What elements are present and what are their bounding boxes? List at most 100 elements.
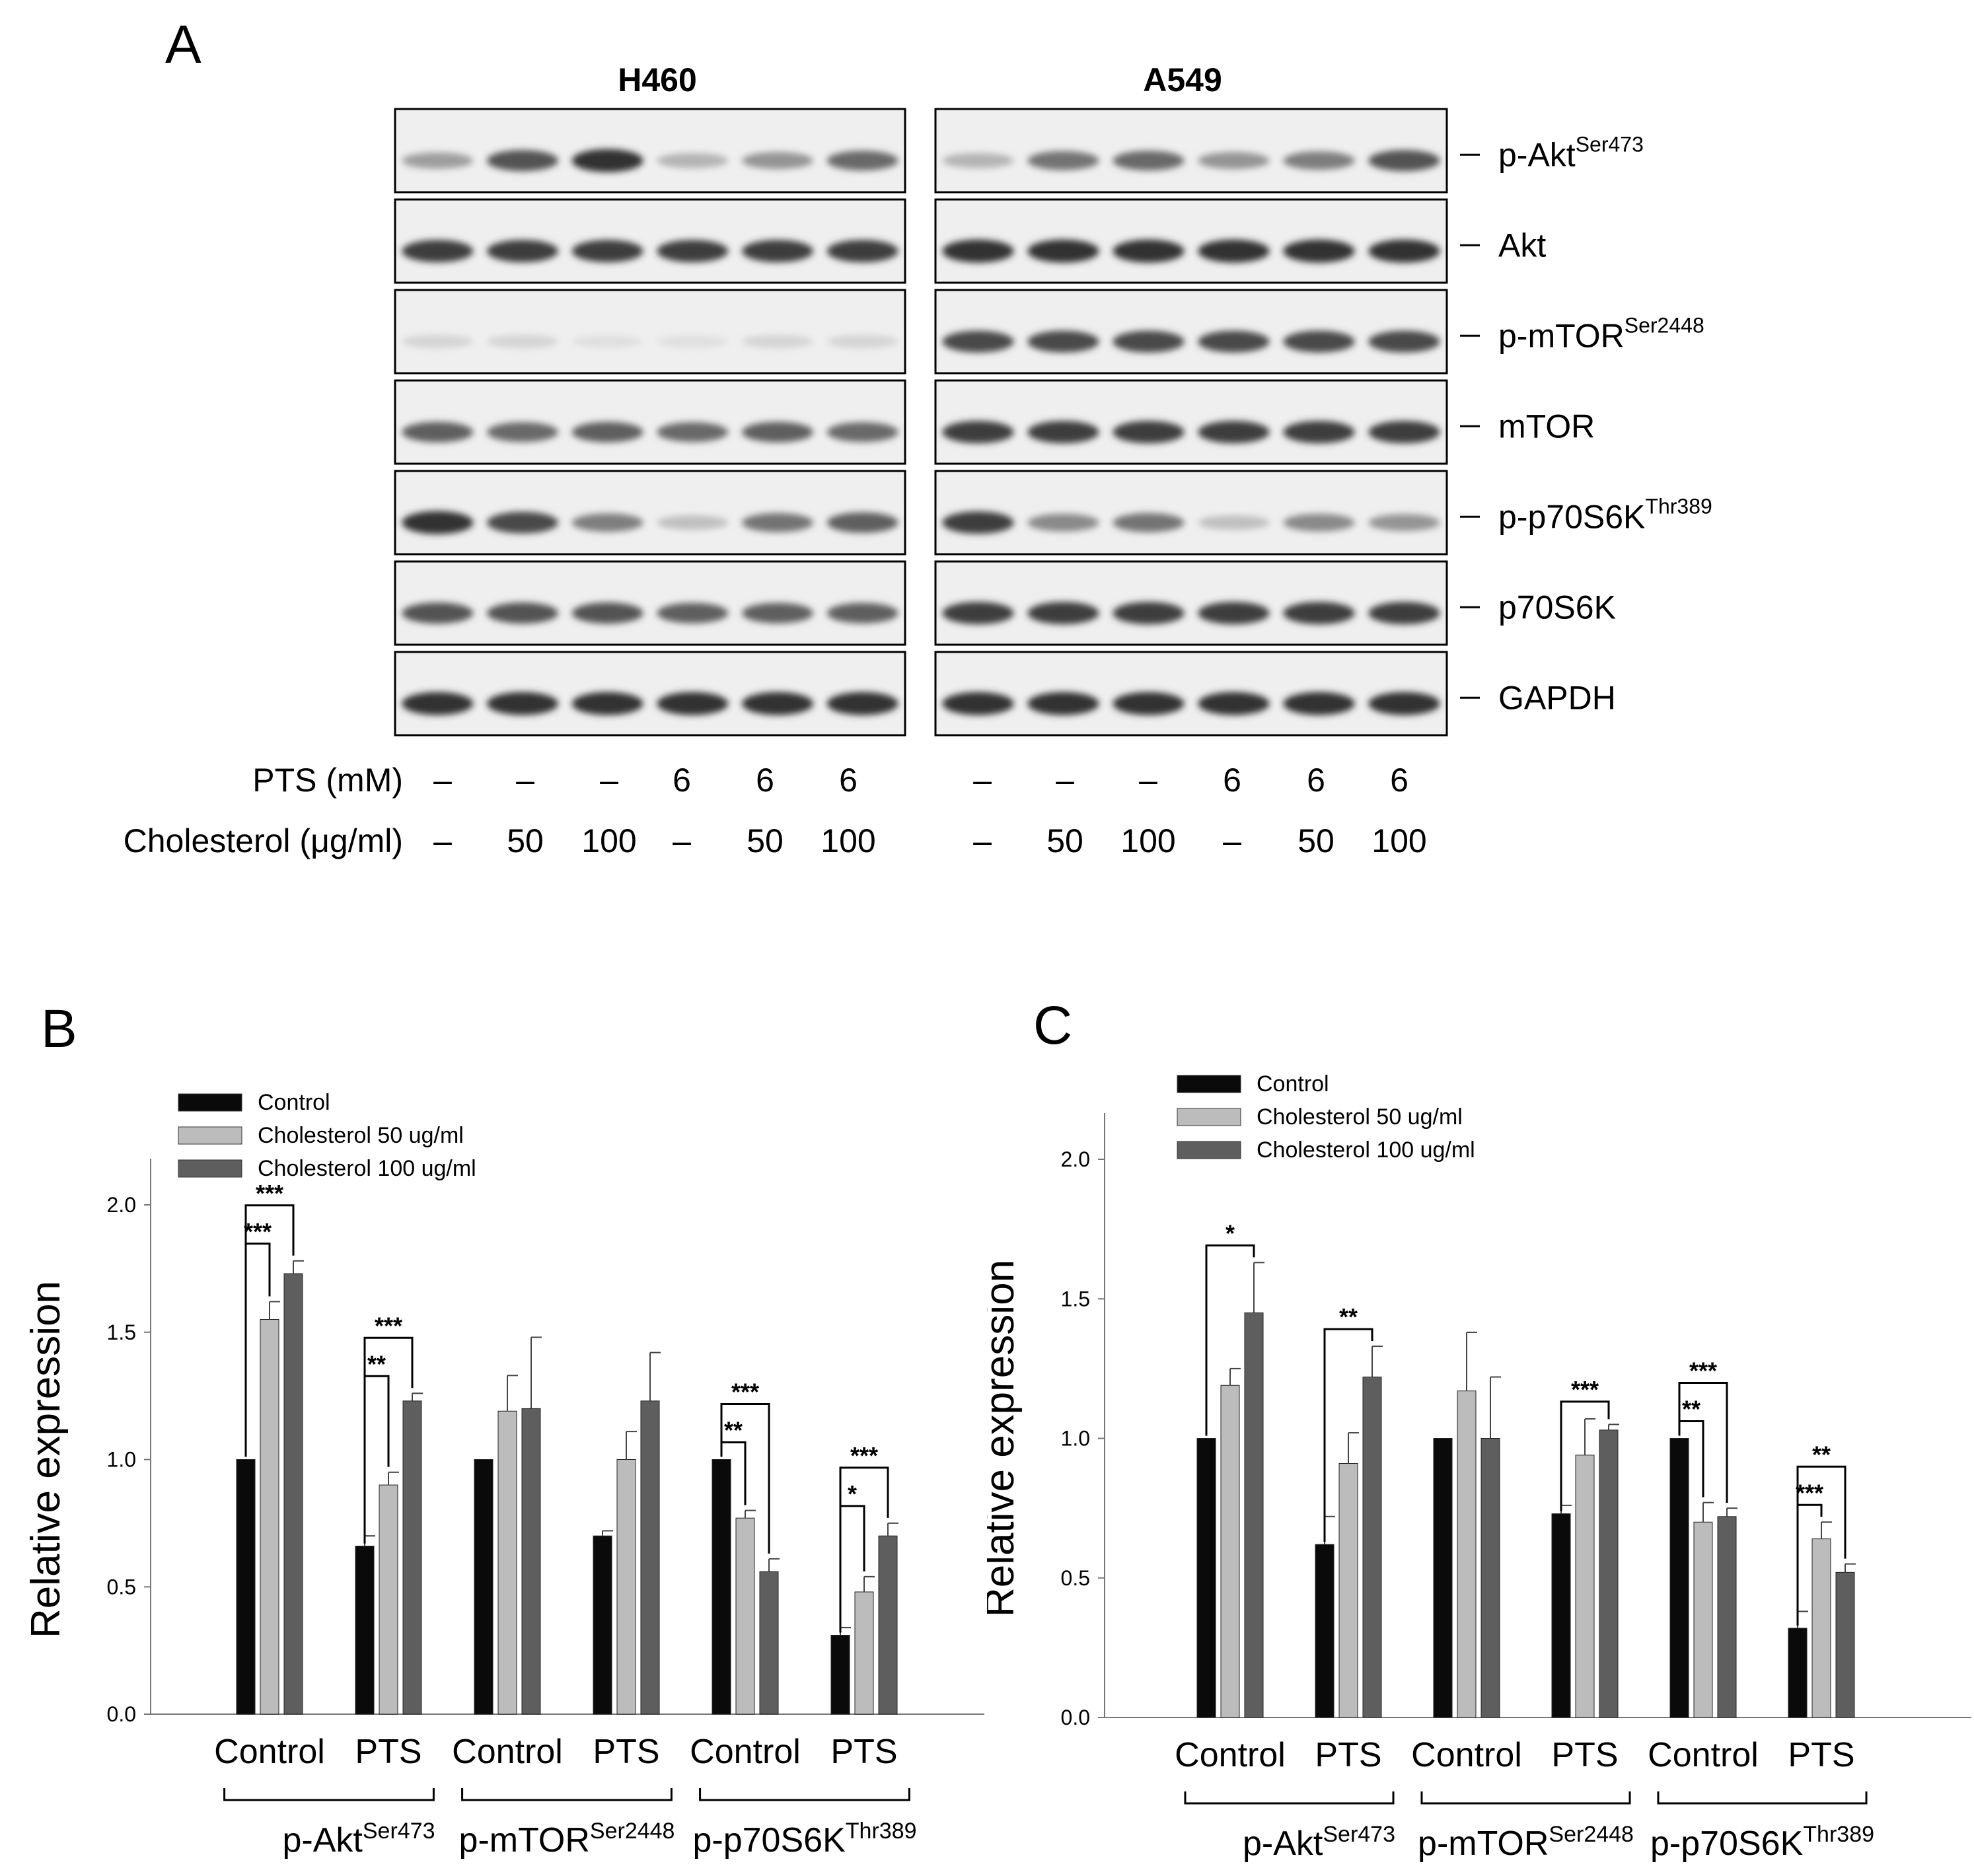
category-label-pts: PTS bbox=[593, 1733, 659, 1771]
significance-bracket: *** bbox=[1678, 1357, 1728, 1503]
legend-label-control: Control bbox=[258, 1090, 330, 1115]
blot-strip-h460-p70s6k bbox=[394, 560, 906, 646]
blot-band bbox=[826, 422, 898, 443]
blot-strip-a549-mtor bbox=[934, 379, 1448, 465]
y-tick-label: 1.0 bbox=[107, 1448, 136, 1472]
blot-label-p-akt: p-AktSer473 bbox=[1498, 132, 1644, 173]
blot-strip-h460-mtor bbox=[394, 379, 906, 465]
blot-band bbox=[1113, 421, 1185, 444]
significance-label: *** bbox=[731, 1379, 759, 1406]
blot-band bbox=[826, 512, 898, 533]
group-bracket bbox=[699, 1788, 910, 1801]
blot-band bbox=[1198, 515, 1270, 530]
category-label-control: Control bbox=[1175, 1736, 1286, 1774]
category-label-control: Control bbox=[214, 1733, 325, 1771]
blot-band bbox=[402, 602, 474, 624]
legend: Control Cholesterol 50 ug/ml Cholesterol 1… bbox=[1177, 1071, 1475, 1163]
bar-cholesterol-100-ug-ml-5 bbox=[878, 1535, 898, 1715]
bar-control-0 bbox=[236, 1459, 256, 1715]
category-label-control: Control bbox=[690, 1733, 801, 1771]
blot-strip-h460-akt bbox=[394, 198, 906, 284]
blot-band bbox=[402, 152, 474, 169]
blot-band bbox=[1113, 602, 1185, 625]
significance-bracket: *** bbox=[244, 1180, 295, 1457]
blot-band bbox=[1283, 239, 1355, 263]
bar-cholesterol-100-ug-ml-0 bbox=[1244, 1312, 1264, 1718]
blot-band bbox=[1283, 421, 1355, 444]
group-bracket bbox=[461, 1788, 673, 1801]
significance-label: *** bbox=[1571, 1376, 1599, 1403]
pts-value: 6 bbox=[1390, 762, 1408, 799]
bar-control-1 bbox=[355, 1546, 375, 1715]
y-tick-label: 2.0 bbox=[107, 1193, 136, 1217]
blot-band bbox=[942, 692, 1014, 715]
blot-band bbox=[1198, 330, 1270, 353]
significance-bracket: *** bbox=[244, 1218, 272, 1457]
significance-bracket: *** bbox=[1796, 1479, 1823, 1626]
y-tick-label: 1.5 bbox=[1061, 1287, 1090, 1311]
blot-band bbox=[1027, 692, 1099, 715]
legend-swatch-cholesterol-100-ug-ml bbox=[1177, 1141, 1241, 1159]
significance-bracket: ** bbox=[720, 1417, 747, 1505]
panel-letter-b: B bbox=[41, 999, 77, 1059]
bar-chart-c: C Control Cholesterol 50 ug/ml Cholesterol… bbox=[987, 995, 1971, 1863]
group-bracket bbox=[1657, 1791, 1868, 1805]
significance-label: ** bbox=[367, 1350, 386, 1377]
blot-strip-h460-p-akt bbox=[394, 108, 906, 194]
significance-bracket: * bbox=[839, 1480, 865, 1633]
category-label-pts: PTS bbox=[1551, 1736, 1618, 1774]
bar-cholesterol-100-ug-ml-2 bbox=[521, 1408, 541, 1715]
category-label-control: Control bbox=[452, 1733, 563, 1771]
blot-band bbox=[571, 421, 643, 443]
legend-label-cholesterol-100-ug-ml: Cholesterol 100 ug/ml bbox=[1257, 1137, 1475, 1163]
legend-swatch-cholesterol-100-ug-ml bbox=[178, 1159, 242, 1178]
bar-cholesterol-50-ug-ml-4 bbox=[735, 1517, 755, 1715]
cholesterol-value: – bbox=[433, 822, 452, 859]
y-axis-label: Relative expression bbox=[23, 1281, 69, 1638]
blot-band bbox=[826, 151, 898, 171]
significance-label: ** bbox=[724, 1417, 743, 1444]
blot-label-p70s6k: p70S6K bbox=[1498, 589, 1616, 626]
bar-cholesterol-100-ug-ml-4 bbox=[759, 1571, 779, 1715]
y-tick-label: 0.5 bbox=[1061, 1566, 1090, 1590]
blot-band bbox=[402, 692, 474, 715]
significance-bracket: * bbox=[1205, 1219, 1255, 1436]
blot-label-gapdh: GAPDH bbox=[1498, 679, 1616, 716]
group-label-p-mtor: p-mTORSer2448 bbox=[1418, 1822, 1634, 1863]
bar-cholesterol-100-ug-ml-0 bbox=[283, 1273, 303, 1715]
y-tick-label: 1.5 bbox=[107, 1320, 136, 1344]
cholesterol-value: 100 bbox=[1120, 822, 1175, 859]
blot-band bbox=[1283, 330, 1355, 353]
blot-band bbox=[1113, 151, 1185, 171]
bar-cholesterol-50-ug-ml-1 bbox=[379, 1484, 398, 1715]
blot-band bbox=[402, 511, 474, 534]
bar-control-1 bbox=[1315, 1544, 1334, 1718]
pts-value: 6 bbox=[1307, 762, 1325, 799]
cholesterol-value: – bbox=[973, 822, 992, 859]
bar-cholesterol-100-ug-ml-5 bbox=[1835, 1571, 1855, 1718]
blot-band bbox=[1027, 513, 1099, 532]
western-blot-panel: A H460 A549 p-AktSer473 Akt p-mTORSer2448 m… bbox=[124, 15, 1712, 859]
cholesterol-value: – bbox=[1223, 822, 1241, 859]
bar-cholesterol-50-ug-ml-1 bbox=[1338, 1463, 1358, 1718]
y-tick-label: 2.0 bbox=[1061, 1147, 1090, 1171]
bar-cholesterol-50-ug-ml-3 bbox=[616, 1459, 636, 1715]
blot-band bbox=[1368, 514, 1440, 532]
bar-chart-b: B Control Cholesterol 50 ug/ml Cholesterol… bbox=[23, 999, 984, 1859]
bar-cholesterol-50-ug-ml-2 bbox=[497, 1410, 517, 1715]
legend-swatch-control bbox=[178, 1093, 242, 1112]
legend-swatch-control bbox=[1177, 1075, 1241, 1093]
pts-value: 6 bbox=[839, 762, 858, 799]
bar-control-3 bbox=[593, 1535, 612, 1715]
significance-label: ** bbox=[1682, 1396, 1700, 1423]
cholesterol-value: 50 bbox=[1046, 822, 1083, 859]
blot-label-akt: Akt bbox=[1498, 227, 1546, 264]
blot-band bbox=[1283, 692, 1355, 715]
blot-band bbox=[942, 511, 1014, 534]
blot-band bbox=[402, 240, 474, 263]
blot-band bbox=[942, 602, 1014, 625]
blot-strip-a549-gapdh bbox=[934, 651, 1448, 737]
blot-label-p-mtor: p-mTORSer2448 bbox=[1498, 313, 1704, 354]
bar-cholesterol-100-ug-ml-1 bbox=[1362, 1377, 1382, 1718]
blot-band bbox=[942, 421, 1014, 444]
